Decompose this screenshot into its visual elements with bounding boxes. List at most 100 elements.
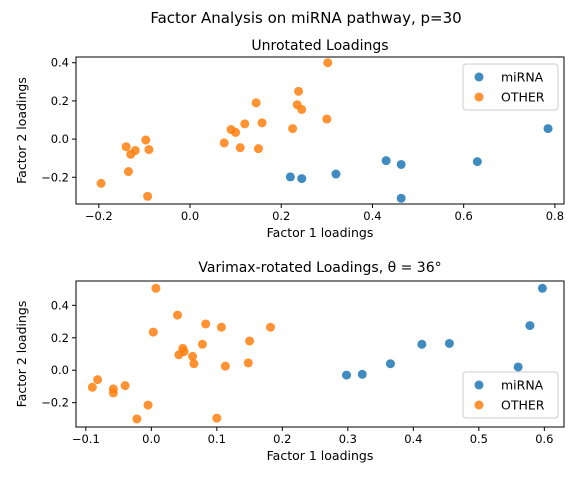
point-other (120, 381, 130, 391)
point-other (220, 361, 230, 371)
point-mirna (513, 362, 523, 372)
point-mirna (297, 174, 307, 184)
legend: miRNA OTHER (462, 63, 559, 111)
point-other (231, 127, 241, 137)
point-other (257, 118, 267, 128)
point-other (251, 98, 261, 108)
y-axis-label: Factor 2 loadings (14, 301, 29, 408)
point-other (323, 58, 333, 68)
chart-2: Varimax-rotated Loadings, θ = 36° −0.1 0.0… (14, 260, 565, 463)
figure-suptitle: Factor Analysis on miRNA pathway, p=30 (150, 9, 461, 27)
x-tick-label: −0.1 (72, 432, 100, 446)
point-other (96, 178, 106, 188)
point-mirna (396, 159, 406, 169)
point-mirna (396, 193, 406, 203)
y-tick-label: 0.0 (51, 363, 69, 377)
point-other (93, 375, 103, 385)
point-other (243, 358, 253, 368)
legend-box (462, 63, 559, 111)
point-other (144, 145, 154, 155)
x-axis-label: Factor 1 loadings (267, 448, 374, 463)
point-mirna (342, 370, 352, 380)
point-other (132, 414, 142, 424)
plot-frame (75, 56, 565, 205)
point-other (141, 135, 151, 145)
x-tick-label: 0.8 (546, 209, 564, 223)
x-tick-label: 0.3 (339, 432, 357, 446)
point-other (189, 359, 199, 369)
y-tick-label: 0.2 (51, 94, 69, 108)
point-other (212, 413, 222, 423)
point-other (143, 400, 153, 410)
point-mirna (285, 172, 295, 182)
x-tick-label: 0.0 (181, 209, 199, 223)
point-mirna (444, 338, 454, 348)
point-other (288, 124, 298, 134)
x-tick-label: −0.2 (85, 209, 113, 223)
y-tick-label: −0.2 (41, 170, 69, 184)
legend-marker-mirna (474, 380, 484, 390)
point-mirna (331, 169, 341, 179)
point-other (219, 138, 229, 148)
point-other (130, 146, 140, 156)
y-tick-label: 0.4 (51, 56, 69, 70)
point-other (240, 119, 250, 129)
point-other (179, 347, 189, 357)
point-other (87, 382, 97, 392)
point-other (245, 336, 255, 346)
point-other (294, 86, 304, 96)
x-tick-label: 0.4 (363, 209, 381, 223)
plot-frame (75, 280, 565, 428)
point-other (123, 167, 133, 177)
x-tick-label: 0.2 (272, 209, 290, 223)
point-mirna (417, 339, 427, 349)
point-mirna (357, 369, 367, 379)
y-axis-label: Factor 2 loadings (14, 77, 29, 184)
point-other (266, 322, 276, 332)
point-mirna (385, 359, 395, 369)
point-other (197, 339, 207, 349)
x-axis-label: Factor 1 loadings (267, 225, 374, 240)
legend-marker-mirna (474, 72, 484, 82)
legend-marker-other (474, 92, 484, 102)
x-tick-label: 0.6 (455, 209, 473, 223)
legend-box (462, 371, 559, 419)
point-other (322, 114, 332, 124)
y-tick-label: 0.0 (51, 132, 69, 146)
x-tick-label: 0.0 (142, 432, 160, 446)
point-other (216, 322, 226, 332)
point-other (173, 310, 183, 320)
x-tick-label: 0.6 (535, 432, 553, 446)
x-tick-label: 0.4 (404, 432, 422, 446)
legend: miRNA OTHER (462, 371, 559, 419)
point-other (188, 351, 198, 361)
x-tick-label: 0.2 (273, 432, 291, 446)
point-other (201, 319, 211, 329)
point-other (151, 283, 161, 293)
point-other (121, 142, 131, 152)
legend-label: miRNA (501, 378, 544, 393)
chart-title: Varimax-rotated Loadings, θ = 36° (198, 260, 441, 276)
chart-1: Unrotated Loadings −0.2 0.0 0.2 0.4 0.6 0.8 −0.… (14, 38, 565, 240)
point-other (253, 144, 263, 154)
point-other (143, 191, 153, 201)
chart-title: Unrotated Loadings (251, 38, 388, 54)
point-other (148, 327, 158, 337)
point-other (297, 105, 307, 114)
point-mirna (472, 157, 482, 167)
x-tick-label: 0.1 (208, 432, 226, 446)
point-mirna (543, 124, 553, 134)
legend-label: OTHER (501, 90, 545, 105)
legend-label: OTHER (501, 398, 545, 413)
point-mirna (525, 321, 535, 331)
point-other (235, 143, 245, 153)
y-tick-label: 0.2 (51, 331, 69, 345)
y-tick-label: −0.2 (41, 396, 69, 410)
y-tick-label: 0.4 (51, 298, 69, 312)
legend-label: miRNA (501, 70, 544, 85)
point-other (108, 388, 118, 398)
legend-marker-other (474, 400, 484, 410)
x-tick-label: 0.5 (470, 432, 488, 446)
point-mirna (537, 283, 547, 293)
